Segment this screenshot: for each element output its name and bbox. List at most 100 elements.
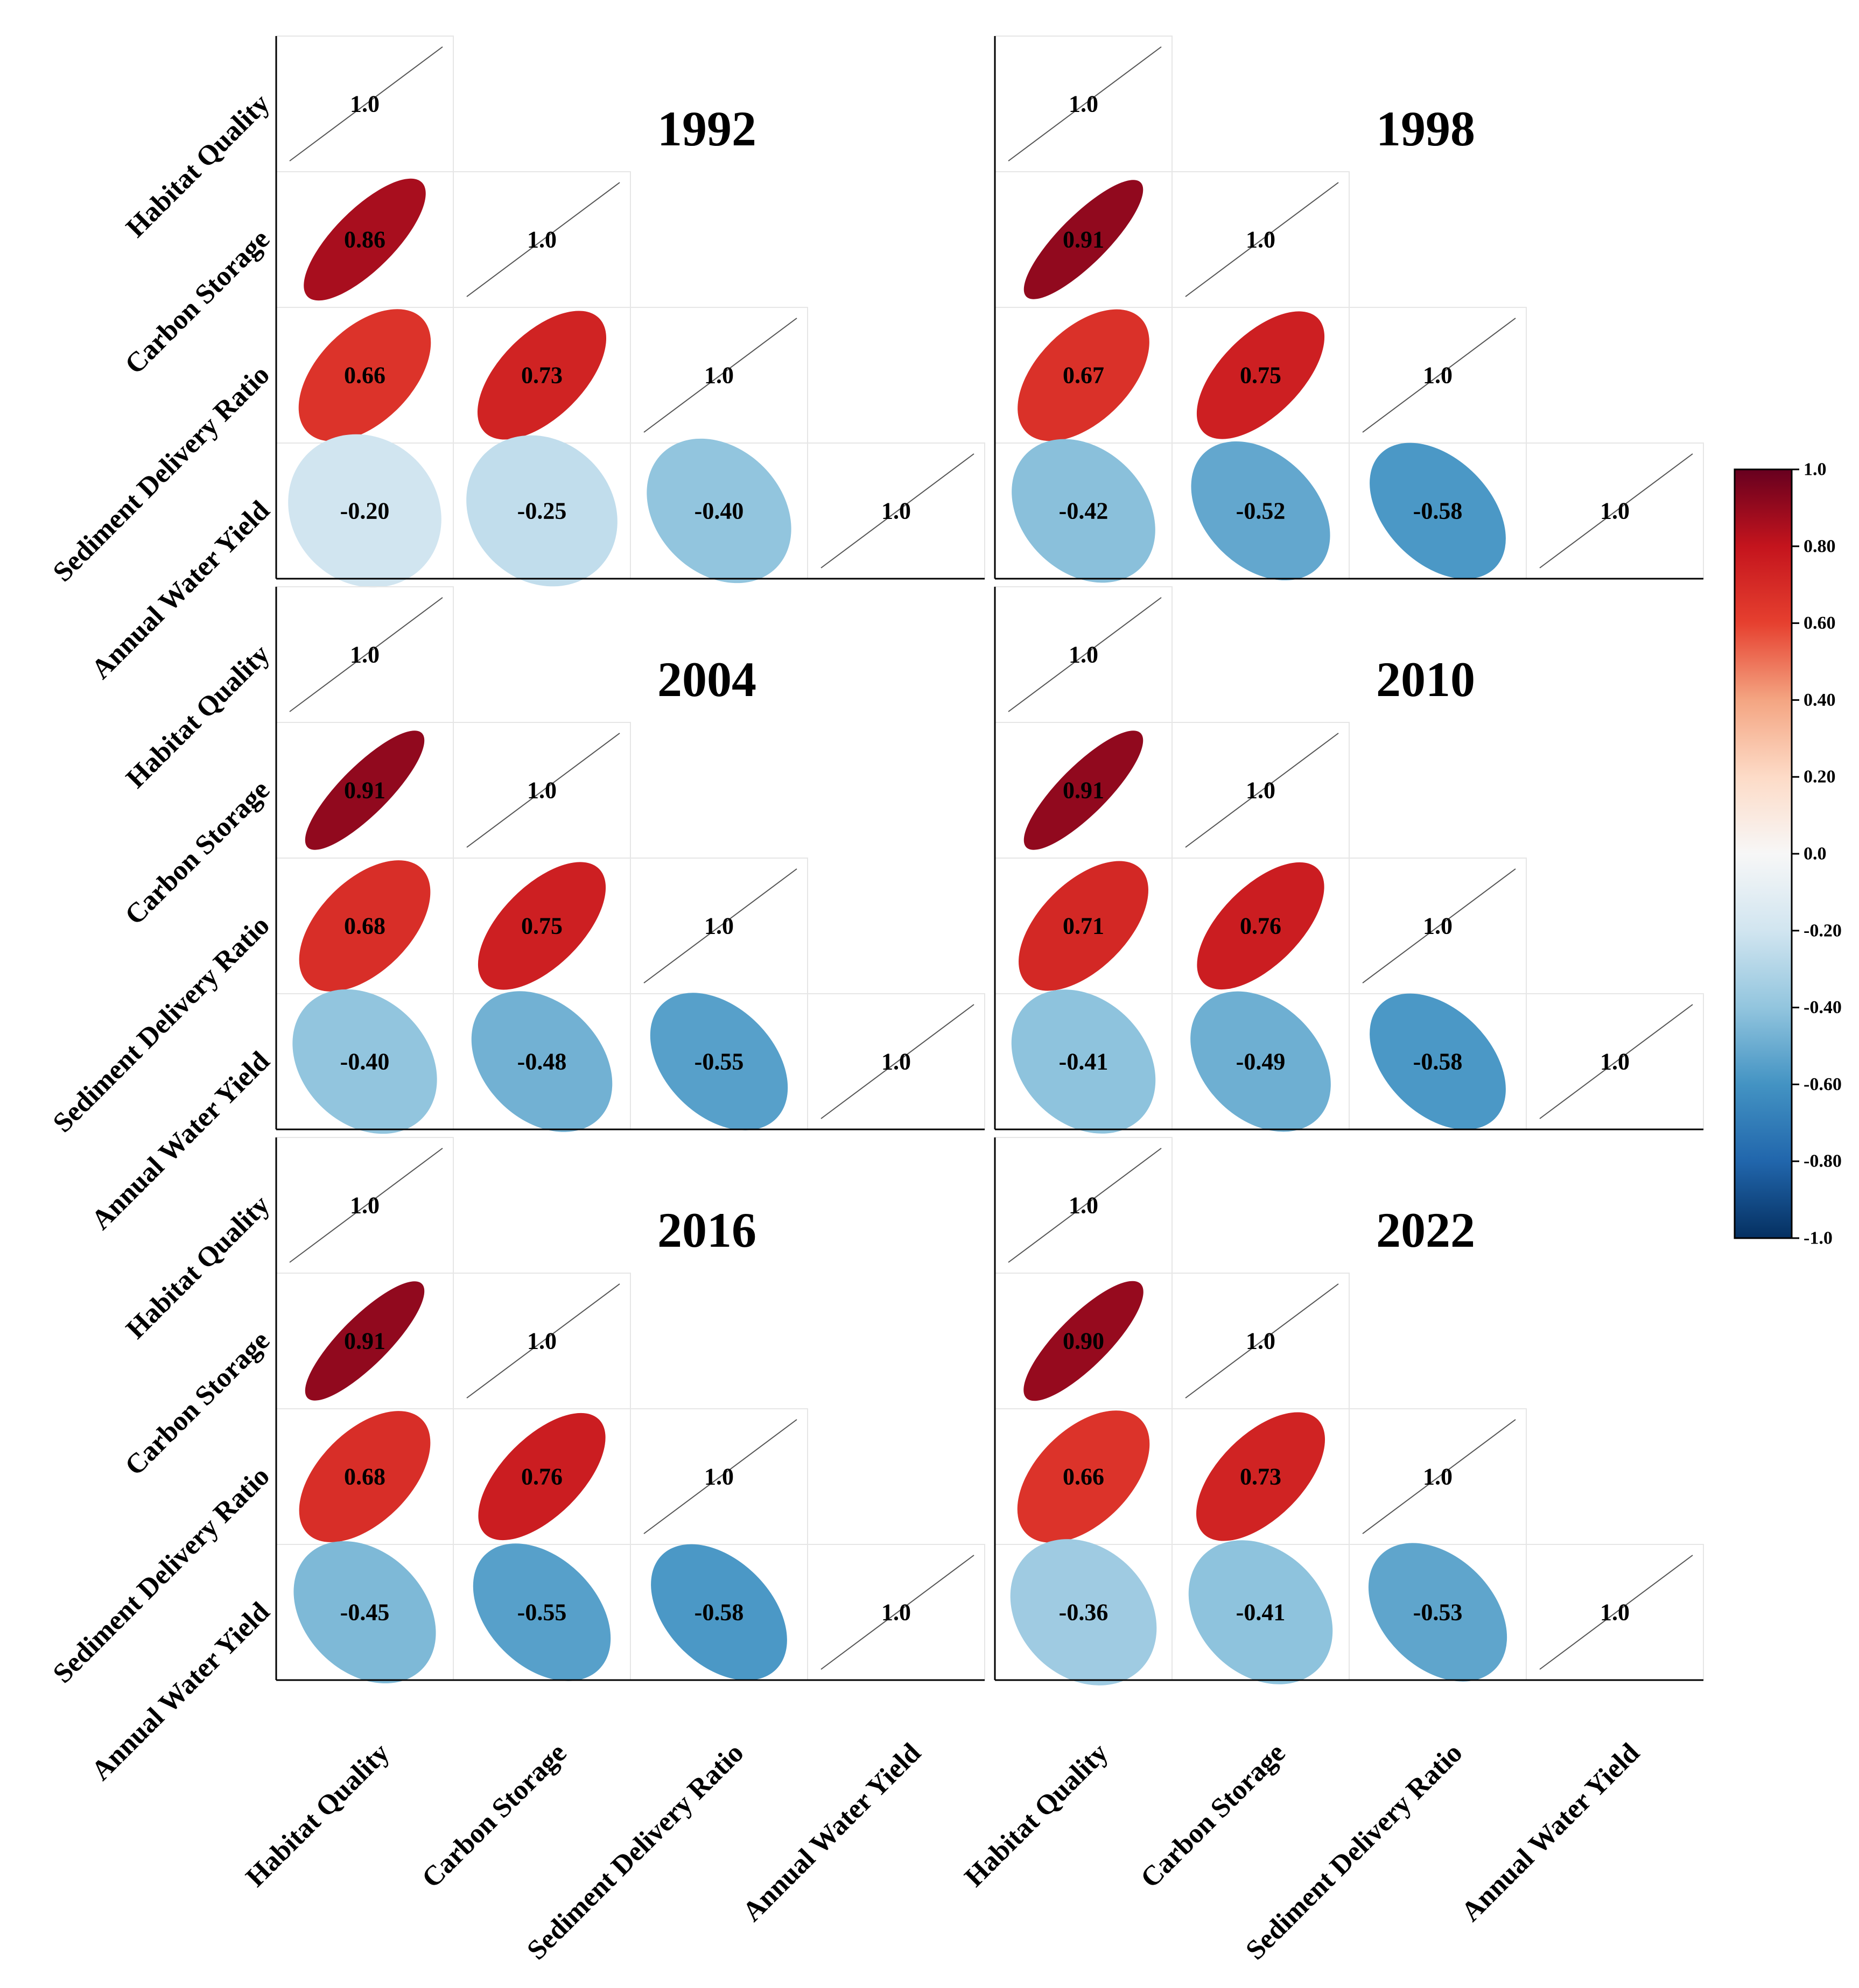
correlation-ellipse — [1023, 730, 1144, 850]
correlation-value-label: 0.66 — [1063, 1464, 1104, 1490]
correlation-ellipse — [1191, 441, 1330, 581]
correlation-value-label: 1.0 — [350, 1192, 380, 1219]
panel-1998: 1.0 0.91 1.0 0.67 0.75 1.0 -0.42 -0.52 -0.58 1.0 1… — [994, 36, 1704, 583]
correlation-value-label: 0.67 — [1063, 362, 1104, 389]
correlation-ellipse — [1188, 1540, 1333, 1684]
correlation-value-label: 0.86 — [344, 227, 385, 253]
diagonal-line — [1362, 318, 1516, 433]
correlation-value-label: 1.0 — [527, 227, 557, 253]
correlation-ellipse — [305, 1281, 425, 1401]
correlation-value-label: 1.0 — [704, 913, 734, 939]
diagonal-line — [1008, 597, 1162, 712]
correlation-ellipse — [1010, 1539, 1157, 1685]
correlation-value-label: -0.58 — [1413, 498, 1463, 524]
correlation-ellipse — [1023, 180, 1144, 299]
correlation-value-label: 0.71 — [1063, 913, 1104, 939]
correlation-value-label: 1.0 — [1069, 642, 1098, 668]
correlation-value-label: 1.0 — [881, 1599, 911, 1626]
correlation-ellipse — [1197, 862, 1324, 990]
correlation-ellipse — [299, 860, 431, 992]
correlation-ellipse — [471, 991, 613, 1132]
diagonal-line — [1185, 182, 1339, 297]
correlation-value-label: 1.0 — [350, 91, 380, 117]
diagonal-line — [1362, 1419, 1516, 1534]
correlation-value-label: -0.41 — [1059, 1049, 1109, 1075]
diagonal-line — [289, 46, 443, 161]
panel-year-title: 2010 — [1376, 652, 1475, 707]
panel-year-title: 2016 — [657, 1203, 756, 1258]
panel-year-title: 2004 — [657, 652, 756, 707]
diagonal-line — [466, 1283, 620, 1399]
correlation-ellipse — [477, 311, 607, 440]
correlation-value-label: -0.52 — [1236, 498, 1286, 524]
correlation-ellipse — [473, 1543, 611, 1681]
correlation-ellipse — [292, 989, 437, 1134]
diagonal-line — [1185, 733, 1339, 848]
diagonal-line — [1008, 46, 1162, 161]
correlation-value-label: 0.91 — [344, 777, 385, 804]
colorbar-tick-label: 0.60 — [1804, 613, 1836, 633]
correlation-ellipse — [651, 1544, 787, 1681]
colorbar: 1.0 0.80 0.60 0.40 0.20 0.0 -0.20 -0.40 -0.60 -0.… — [1734, 460, 1842, 1248]
panel-year-title: 1998 — [1376, 101, 1475, 156]
correlation-ellipse — [304, 178, 426, 301]
panel-year-title: 2022 — [1376, 1203, 1475, 1258]
correlation-ellipse — [1012, 439, 1155, 583]
correlation-ellipse — [647, 438, 791, 584]
correlation-value-label: 1.0 — [527, 1328, 557, 1354]
correlation-ellipse — [1196, 1412, 1325, 1541]
diagonal-line — [820, 453, 974, 568]
correlation-value-label: 0.75 — [1240, 362, 1281, 389]
correlation-value-label: 1.0 — [704, 1464, 734, 1490]
colorbar-tick-label: 0.0 — [1804, 844, 1827, 864]
correlation-value-label: -0.42 — [1059, 498, 1109, 524]
correlation-ellipse — [478, 862, 606, 990]
correlation-value-label: 1.0 — [1600, 498, 1630, 524]
colorbar-tick-label: -1.0 — [1804, 1228, 1833, 1248]
correlation-ellipse — [1370, 993, 1506, 1130]
colorbar-tick-label: -0.60 — [1804, 1074, 1842, 1094]
correlation-value-label: -0.58 — [1413, 1049, 1463, 1075]
correlation-ellipse — [1017, 1410, 1150, 1543]
correlation-value-label: -0.25 — [517, 498, 567, 524]
diagonal-line — [643, 868, 797, 984]
correlation-value-label: 0.91 — [1063, 777, 1104, 804]
correlation-value-label: 1.0 — [1600, 1049, 1630, 1075]
diagonal-line — [643, 1419, 797, 1534]
correlation-value-label: 0.68 — [344, 1464, 385, 1490]
colorbar-tick-label: 0.20 — [1804, 767, 1836, 787]
correlation-ellipse — [298, 309, 431, 441]
correlation-ellipse — [1023, 1281, 1144, 1401]
correlation-value-label: -0.36 — [1059, 1599, 1109, 1626]
correlation-value-label: 1.0 — [704, 362, 734, 389]
correlation-value-label: 0.90 — [1063, 1328, 1104, 1354]
correlation-ellipse — [1368, 1543, 1507, 1682]
diagonal-line — [643, 318, 797, 433]
correlation-value-label: 1.0 — [1423, 362, 1453, 389]
correlation-value-label: -0.20 — [340, 498, 390, 524]
colorbar-tick-label: 0.40 — [1804, 690, 1836, 710]
correlation-value-label: -0.49 — [1236, 1049, 1286, 1075]
diagonal-line — [820, 1004, 974, 1119]
diagonal-line — [1185, 1283, 1339, 1399]
diagonal-line — [466, 182, 620, 297]
diagonal-line — [1362, 868, 1516, 984]
correlation-value-label: 0.91 — [344, 1328, 385, 1354]
correlation-ellipse — [1019, 861, 1148, 991]
correlation-value-label: -0.58 — [695, 1599, 744, 1626]
correlation-value-label: 1.0 — [1423, 1464, 1453, 1490]
panel-2010: 1.0 0.91 1.0 0.71 0.76 1.0 -0.41 -0.49 -0.58 1.0 2… — [994, 586, 1704, 1134]
correlation-value-label: 1.0 — [1246, 777, 1275, 804]
correlation-value-label: -0.40 — [695, 498, 744, 524]
correlation-value-label: 0.73 — [521, 362, 563, 389]
colorbar-tick-label: -0.40 — [1804, 997, 1842, 1017]
colorbar-gradient — [1734, 468, 1793, 1239]
correlation-value-label: -0.48 — [517, 1049, 567, 1075]
diagonal-line — [1008, 1148, 1162, 1263]
diagonal-line — [289, 1148, 443, 1263]
correlation-ellipse — [293, 1541, 436, 1684]
correlation-ellipse — [1370, 442, 1506, 579]
correlation-value-label: -0.53 — [1413, 1599, 1463, 1626]
panel-year-title: 1992 — [657, 101, 756, 156]
